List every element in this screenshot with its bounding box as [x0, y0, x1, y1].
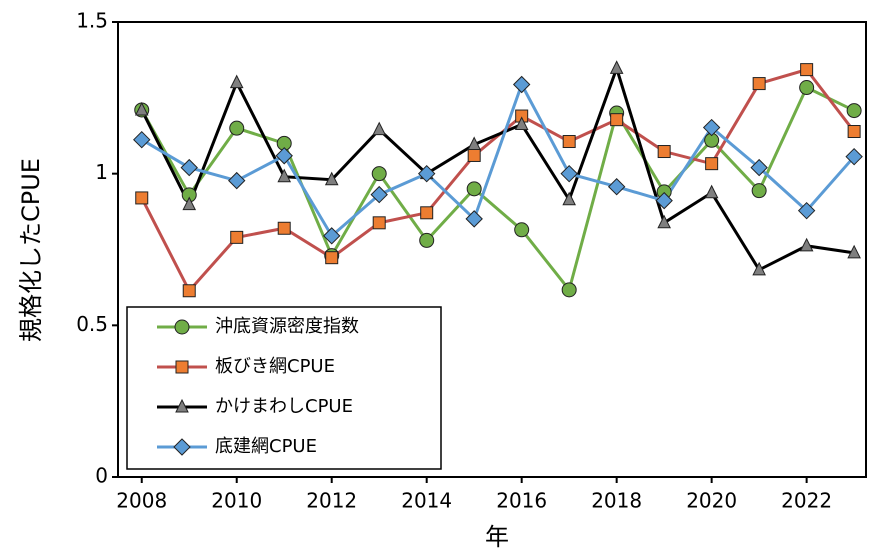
marker [175, 360, 189, 374]
y-tick-label: 1.5 [76, 9, 108, 33]
marker [655, 191, 673, 210]
marker [229, 74, 244, 89]
marker [607, 178, 626, 196]
marker [512, 75, 531, 94]
marker [562, 191, 576, 206]
marker [323, 227, 341, 245]
marker [134, 101, 149, 116]
marker [277, 168, 292, 183]
x-tick-label: 2018 [591, 489, 642, 513]
marker [135, 191, 149, 205]
x-tick-label: 2020 [686, 489, 737, 513]
y-tick-label: 0.5 [76, 312, 108, 336]
marker [751, 183, 767, 199]
marker [228, 171, 246, 190]
x-tick-label: 2010 [211, 489, 262, 513]
x-axis-title: 年 [485, 523, 509, 551]
marker [420, 206, 434, 220]
legend-label: 底建網CPUE [215, 436, 317, 457]
marker [799, 80, 815, 96]
marker [417, 164, 436, 183]
x-tick-label: 2012 [306, 489, 357, 513]
marker [180, 158, 198, 177]
marker [797, 201, 816, 220]
marker [371, 166, 387, 182]
marker [419, 232, 435, 248]
marker [466, 181, 482, 197]
marker [609, 60, 624, 74]
x-tick-label: 2016 [496, 489, 547, 513]
legend-label: かけまわしCPUE [215, 396, 353, 417]
y-tick-label: 0 [95, 464, 108, 488]
marker [752, 77, 766, 91]
legend-label: 沖底資源密度指数 [215, 316, 359, 337]
marker [467, 148, 481, 162]
marker [465, 210, 483, 228]
marker [847, 125, 861, 139]
marker [372, 121, 387, 136]
y-tick-label: 1 [95, 160, 108, 184]
marker [847, 244, 861, 259]
marker [182, 196, 197, 211]
marker [514, 116, 529, 131]
marker [800, 63, 814, 77]
marker [657, 214, 671, 229]
y-axis-title: 規格化したCPUE [17, 158, 45, 342]
marker [610, 113, 624, 127]
marker [704, 184, 719, 199]
series-line [140, 63, 855, 272]
x-tick-label: 2022 [781, 489, 832, 513]
marker [174, 319, 190, 335]
marker [173, 438, 191, 456]
series-line [140, 85, 855, 294]
marker [657, 145, 671, 159]
marker [514, 222, 530, 238]
x-tick-label: 2014 [401, 489, 452, 513]
marker [175, 398, 189, 413]
marker [182, 284, 196, 298]
marker [325, 251, 339, 265]
marker [372, 216, 386, 230]
marker [229, 120, 245, 136]
x-tick-label: 2008 [116, 489, 167, 513]
marker [560, 164, 578, 183]
legend-label: 板びき網CPUE [215, 356, 335, 377]
marker [133, 130, 151, 149]
marker [702, 118, 721, 137]
marker [561, 282, 577, 298]
marker [752, 261, 766, 276]
marker [467, 136, 481, 151]
marker [705, 157, 719, 171]
marker [750, 158, 768, 177]
marker [275, 147, 293, 165]
series-line [140, 80, 856, 239]
marker [562, 135, 576, 149]
plot-frame [117, 21, 867, 478]
marker [845, 147, 863, 166]
marker [846, 103, 862, 119]
marker [277, 221, 291, 235]
marker [230, 230, 244, 244]
marker [799, 237, 814, 252]
marker [370, 185, 388, 204]
marker [324, 171, 339, 186]
